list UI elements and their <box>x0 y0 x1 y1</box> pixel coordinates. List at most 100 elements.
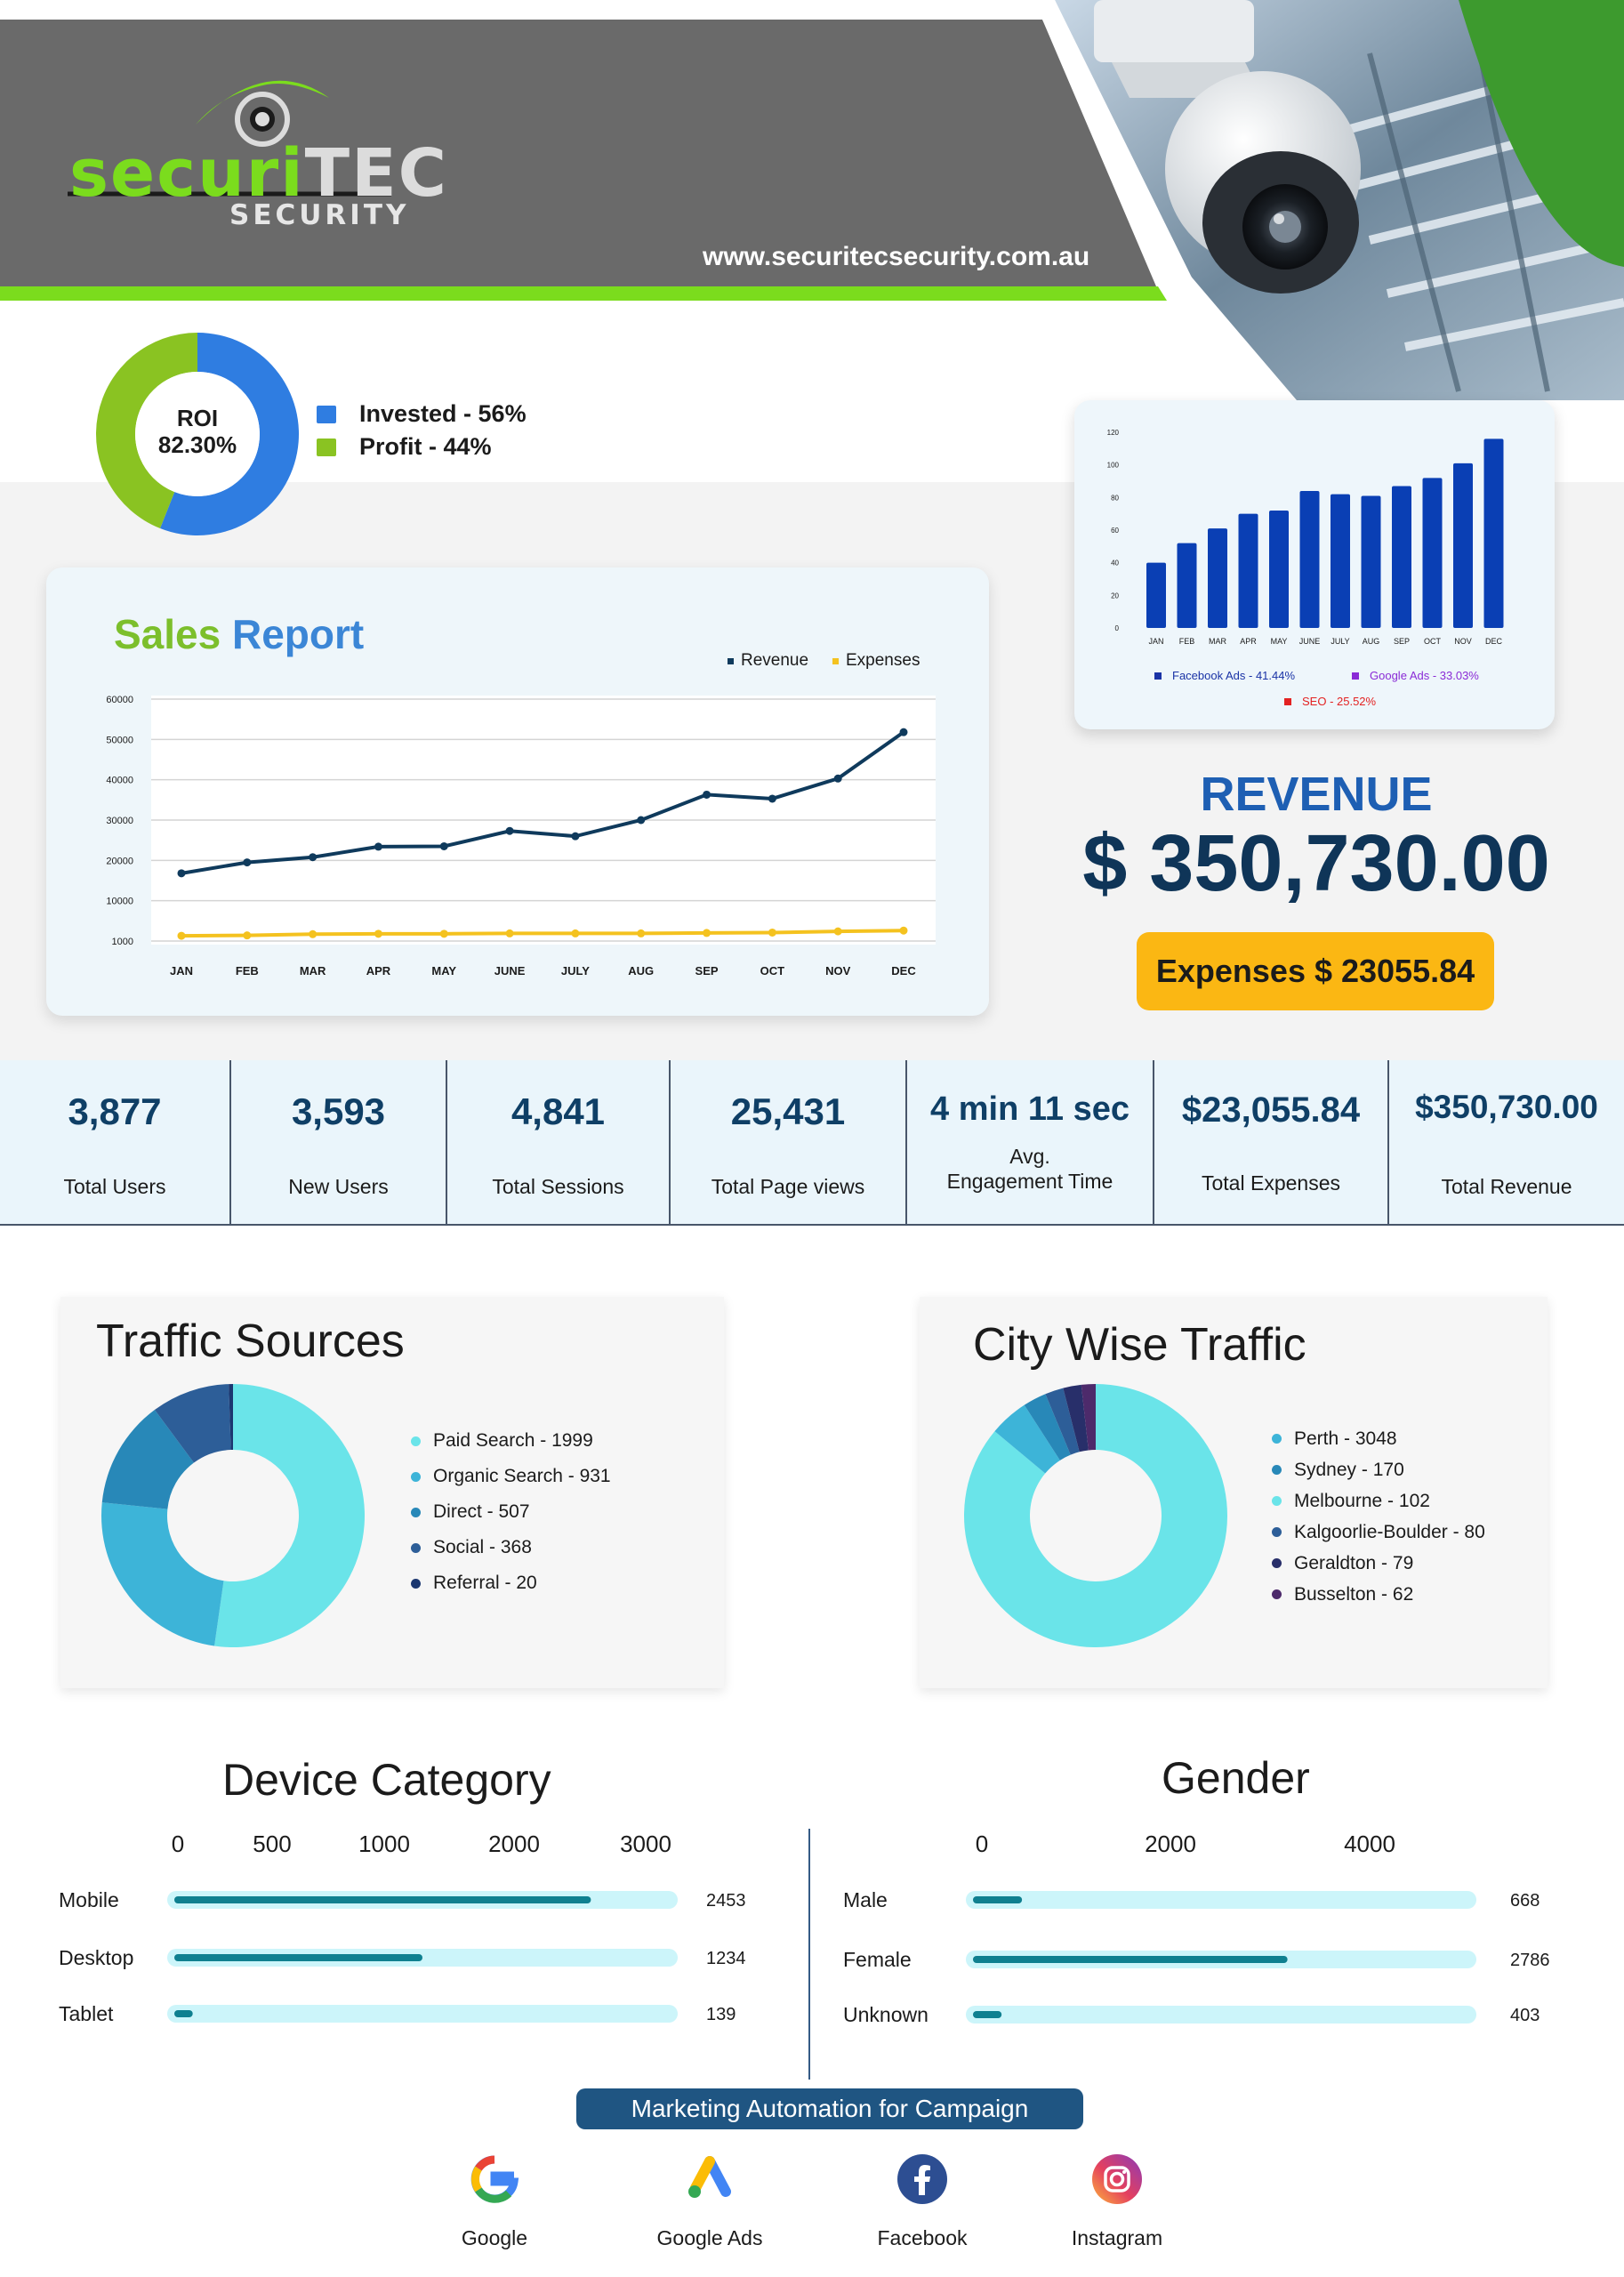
data-point <box>571 929 580 937</box>
donut-slice <box>964 1384 1227 1647</box>
bar-track <box>966 2006 1476 2024</box>
x-tick-label: FEB <box>236 964 259 978</box>
data-point <box>768 928 776 937</box>
x-tick-label: APR <box>366 964 391 978</box>
x-tick-label: 1000 <box>358 1830 410 1857</box>
city-traffic-card: City Wise Traffic Perth - 3048 Sydney - … <box>920 1297 1548 1688</box>
donut-slice <box>160 333 299 535</box>
legend-melbourne: Melbourne - 102 <box>1272 1485 1485 1517</box>
category-label: Tablet <box>59 2002 114 2025</box>
legend-social: Social - 368 <box>411 1530 611 1565</box>
bar <box>1361 495 1381 628</box>
data-point <box>637 816 646 825</box>
donut-slice <box>994 1404 1060 1474</box>
legend-label-revenue: Revenue <box>741 651 808 670</box>
bar-track <box>167 2005 678 2023</box>
traffic-sources-title: Traffic Sources <box>96 1316 405 1367</box>
series-line-expenses <box>181 929 904 938</box>
stat-total-revenue: $350,730.00 Total Revenue <box>1415 1089 1598 1198</box>
y-tick-label: 20000 <box>106 856 133 866</box>
legend-swatch-facebook <box>1154 672 1162 680</box>
x-tick-label: JUNE <box>1299 637 1321 646</box>
bar <box>1208 528 1227 628</box>
value-label: 2453 <box>706 1891 746 1911</box>
data-point <box>703 790 712 799</box>
expenses-badge: Expenses $ 23055.84 <box>1137 932 1494 1010</box>
x-tick-label: JULY <box>1331 637 1349 646</box>
series-line-revenue <box>181 730 905 875</box>
x-tick-label: MAR <box>1209 637 1227 646</box>
roi-legend-invested: Invested - 56% <box>317 398 527 430</box>
data-point <box>899 728 908 736</box>
bar <box>1331 494 1350 628</box>
data-point <box>703 929 712 937</box>
x-tick-label: 2000 <box>488 1830 540 1857</box>
stat-total-users: 3,877 Total Users <box>0 1060 231 1224</box>
x-tick-label: 500 <box>253 1830 291 1857</box>
y-tick-label: 40 <box>1111 559 1119 567</box>
category-label: Female <box>843 1948 912 1971</box>
legend-direct: Direct - 507 <box>411 1494 611 1530</box>
legend-label-expenses: Expenses <box>846 651 920 670</box>
legend-swatch-expenses <box>832 658 839 664</box>
legend-swatch-revenue <box>728 658 734 664</box>
x-tick-label: 0 <box>172 1830 184 1857</box>
sales-report-title: Sales Report <box>114 611 365 657</box>
data-point <box>439 841 448 850</box>
platform-google-ads[interactable]: Google Ads <box>621 2152 799 2250</box>
platform-facebook[interactable]: Facebook <box>833 2152 1011 2250</box>
instagram-icon <box>1092 2154 1142 2204</box>
city-traffic-donut <box>964 1384 1227 1647</box>
data-point <box>637 929 646 937</box>
x-tick-label: 0 <box>976 1830 988 1857</box>
legend-label-seo: SEO - 25.52% <box>1302 695 1377 708</box>
legend-kalgoorlie: Kalgoorlie-Boulder - 80 <box>1272 1517 1485 1548</box>
value-label: 403 <box>1510 2006 1540 2025</box>
website-url[interactable]: www.securitecsecurity.com.au <box>703 242 1090 271</box>
x-tick-label: 2000 <box>1145 1830 1196 1857</box>
x-tick-label: OCT <box>1424 637 1442 646</box>
legend-label-google: Google Ads - 33.03% <box>1370 669 1479 682</box>
legend-busselton: Busselton - 62 <box>1272 1579 1485 1610</box>
city-traffic-title: City Wise Traffic <box>973 1319 1306 1371</box>
platform-google[interactable]: Google <box>406 2152 583 2250</box>
bar <box>1483 439 1504 628</box>
category-label: Unknown <box>843 2003 929 2026</box>
x-tick-label: FEB <box>1179 637 1195 646</box>
y-tick-label: 60 <box>1111 527 1119 535</box>
x-tick-label: OCT <box>760 964 785 978</box>
city-traffic-legend: Perth - 3048 Sydney - 170 Melbourne - 10… <box>1272 1423 1485 1610</box>
gender-title: Gender <box>1162 1753 1310 1803</box>
logo-subtitle: SECURITY <box>229 199 410 231</box>
legend-perth: Perth - 3048 <box>1272 1423 1485 1454</box>
x-tick-label: 3000 <box>620 1830 671 1857</box>
section-divider <box>808 1829 810 2080</box>
bar-track <box>966 1891 1476 1909</box>
platform-instagram[interactable]: Instagram <box>1028 2152 1206 2250</box>
y-tick-label: 40000 <box>106 776 133 786</box>
value-label: 1234 <box>706 1949 746 1968</box>
bar <box>1269 511 1289 628</box>
legend-organic-search: Organic Search - 931 <box>411 1459 611 1494</box>
x-tick-label: DEC <box>891 964 916 978</box>
x-tick-label: MAY <box>1271 637 1288 646</box>
data-point <box>309 853 318 862</box>
device-category-title: Device Category <box>222 1755 551 1805</box>
roi-legend: Invested - 56% Profit - 44% <box>317 398 527 463</box>
donut-slice <box>1024 1394 1071 1460</box>
stat-total-expenses: $23,055.84 Total Expenses <box>1154 1060 1389 1224</box>
logo-wordmark: securiTEC <box>69 135 448 212</box>
x-tick-label: SEP <box>1394 637 1410 646</box>
x-tick-label: JAN <box>170 964 193 978</box>
x-tick-label: JUNE <box>494 964 526 978</box>
data-point <box>243 858 252 867</box>
data-point <box>571 832 580 841</box>
data-point <box>833 927 842 936</box>
facebook-icon <box>897 2154 947 2204</box>
x-tick-label: MAY <box>431 964 456 978</box>
y-tick-label: 1000 <box>112 937 133 947</box>
y-tick-label: 120 <box>1107 429 1120 437</box>
data-point <box>768 794 776 803</box>
roi-donut-hole <box>135 372 260 496</box>
roi-legend-profit: Profit - 44% <box>317 430 527 463</box>
